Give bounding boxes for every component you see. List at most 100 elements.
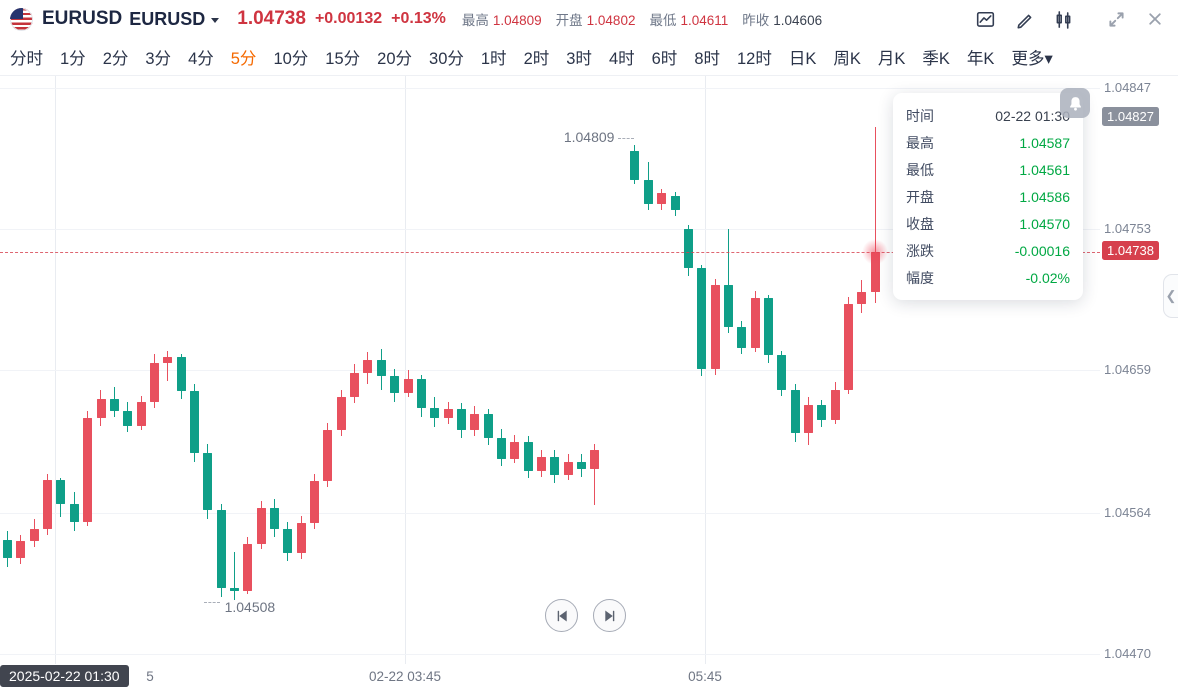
- candle: [109, 398, 119, 411]
- candle: [363, 359, 373, 373]
- timeframe-tab-12时[interactable]: 12时: [737, 49, 772, 68]
- indicator-icon[interactable]: [1052, 8, 1074, 30]
- candle-wick: [727, 229, 729, 333]
- tooltip-label: 幅度: [906, 269, 934, 286]
- candle: [56, 479, 66, 504]
- candle: [857, 292, 867, 304]
- timeframe-tab-3时[interactable]: 3时: [566, 49, 592, 68]
- candle: [630, 151, 640, 180]
- gridline-h: [0, 653, 1100, 655]
- candle: [323, 430, 333, 481]
- candle: [683, 229, 693, 268]
- timeframe-tab-1时[interactable]: 1时: [480, 49, 507, 68]
- candle: [403, 379, 413, 393]
- candle: [163, 356, 173, 363]
- timeframe-tab-3分[interactable]: 3分: [145, 49, 172, 68]
- candle: [350, 373, 360, 397]
- timeframe-tab-2时[interactable]: 2时: [523, 49, 550, 68]
- panel-collapse-handle[interactable]: ❮: [1163, 274, 1178, 318]
- timeframe-tab-15分[interactable]: 15分: [325, 49, 361, 68]
- candle: [496, 437, 506, 459]
- candle: [804, 404, 813, 433]
- gridline-h: [0, 370, 1100, 371]
- tooltip-value: -0.00016: [1014, 242, 1070, 259]
- candle: [643, 179, 653, 204]
- candle: [723, 284, 733, 327]
- timeframe-tab-周K[interactable]: 周K: [833, 49, 861, 68]
- close-icon[interactable]: [1144, 8, 1166, 30]
- candle: [537, 457, 546, 471]
- gridline-h: [0, 229, 1100, 230]
- tooltip-row: 时间 02-22 01:30: [906, 102, 1070, 129]
- candle: [229, 587, 239, 591]
- high-price-annotation: 1.04809: [563, 129, 615, 145]
- chart-plot-area[interactable]: 1.04809 1.04508: [0, 76, 1100, 664]
- timeframe-tab-4时[interactable]: 4时: [608, 49, 635, 68]
- tooltip-label: 开盘: [906, 188, 934, 205]
- chart-area: 1.04809 1.04508 1.04847 1.04827 1.04753 1.04…: [0, 76, 1178, 664]
- skip-to-start-button[interactable]: [545, 599, 578, 632]
- candle: [817, 404, 827, 420]
- timeframe-tab-1分[interactable]: 1分: [60, 49, 86, 68]
- tooltip-value: 1.04587: [1019, 134, 1070, 151]
- candle: [203, 452, 213, 510]
- marked-price-label: 1.04827: [1102, 107, 1159, 126]
- timeframe-tab-更多▾[interactable]: 更多▾: [1011, 49, 1053, 68]
- latest-price-glow: [862, 238, 889, 265]
- timeframe-tab-8时[interactable]: 8时: [694, 49, 720, 68]
- tooltip-row: 幅度 -0.02%: [906, 264, 1070, 291]
- candle: [216, 509, 226, 588]
- x-axis-label: 5: [146, 669, 154, 684]
- chart-line-icon[interactable]: [974, 8, 996, 30]
- timeframe-tab-分时[interactable]: 分时: [10, 49, 43, 68]
- stat-item: 开盘 1.04802: [556, 9, 636, 29]
- candle: [750, 298, 760, 348]
- timeframe-tab-30分[interactable]: 30分: [429, 49, 464, 68]
- timeframe-tab-季K[interactable]: 季K: [922, 49, 950, 68]
- timeframe-tab-5分[interactable]: 5分: [230, 49, 257, 68]
- x-axis-label: 02-22 03:45: [368, 669, 442, 684]
- pair-code[interactable]: EURUSD: [42, 8, 123, 29]
- timeframe-tab-6时[interactable]: 6时: [651, 49, 678, 68]
- candle: [443, 409, 453, 418]
- tooltip-label: 时间: [906, 107, 934, 124]
- tooltip-value: 1.04586: [1019, 188, 1070, 205]
- candle: [3, 539, 12, 558]
- timeframe-tab-20分[interactable]: 20分: [377, 49, 413, 68]
- current-price-line: [0, 251, 1100, 253]
- fullscreen-icon[interactable]: [1105, 8, 1127, 30]
- candle: [43, 479, 52, 529]
- stat-item: 最低 1.04611: [649, 9, 728, 29]
- price-axis: 1.04847 1.04827 1.04753 1.04738 1.04659 1.045…: [1100, 76, 1178, 664]
- draw-icon[interactable]: [1013, 8, 1035, 30]
- pair-name[interactable]: EURUSD: [129, 8, 206, 29]
- skip-to-end-button[interactable]: [593, 599, 626, 632]
- candle: [563, 461, 573, 475]
- timeframe-tab-年K[interactable]: 年K: [966, 49, 995, 68]
- candle: [657, 193, 667, 204]
- timeframe-tab-月K[interactable]: 月K: [877, 49, 906, 68]
- candle: [777, 355, 787, 390]
- price-axis-label: 1.04847: [1104, 80, 1151, 95]
- header-bar: EURUSD EURUSD 1.04738 +0.00132 +0.13% 最高…: [0, 0, 1178, 38]
- low-price-annotation: 1.04508: [224, 598, 276, 615]
- timeframe-tab-2分[interactable]: 2分: [102, 49, 129, 68]
- alert-bell-icon[interactable]: [1060, 88, 1090, 118]
- daily-stats: 最高 1.04809 开盘 1.04802 最低 1.04611 昨收 1.04606: [462, 9, 822, 29]
- chevron-down-icon[interactable]: [211, 18, 220, 23]
- timeframe-tab-日K[interactable]: 日K: [788, 49, 817, 68]
- candle: [83, 418, 93, 522]
- stat-value: 1.04606: [773, 13, 823, 28]
- timeframe-tab-10分[interactable]: 10分: [273, 49, 309, 68]
- candle: [870, 251, 880, 292]
- candle: [577, 461, 586, 469]
- crosshair-time-badge: 2025-02-22 01:30: [0, 665, 129, 687]
- candle: [790, 389, 800, 433]
- price-change: +0.00132: [314, 10, 383, 27]
- candle: [470, 413, 480, 430]
- candle: [510, 442, 520, 459]
- timeframe-tab-4分[interactable]: 4分: [188, 49, 214, 68]
- current-price-label: 1.04738: [1102, 240, 1159, 260]
- stat-label: 昨收: [742, 13, 770, 28]
- timeframe-tabs: 分时 1分 2分 3分 4分 5分 10分 15分 20分 30分 1时 2时 3时 4时 6时 8时 12时日…: [0, 38, 1178, 76]
